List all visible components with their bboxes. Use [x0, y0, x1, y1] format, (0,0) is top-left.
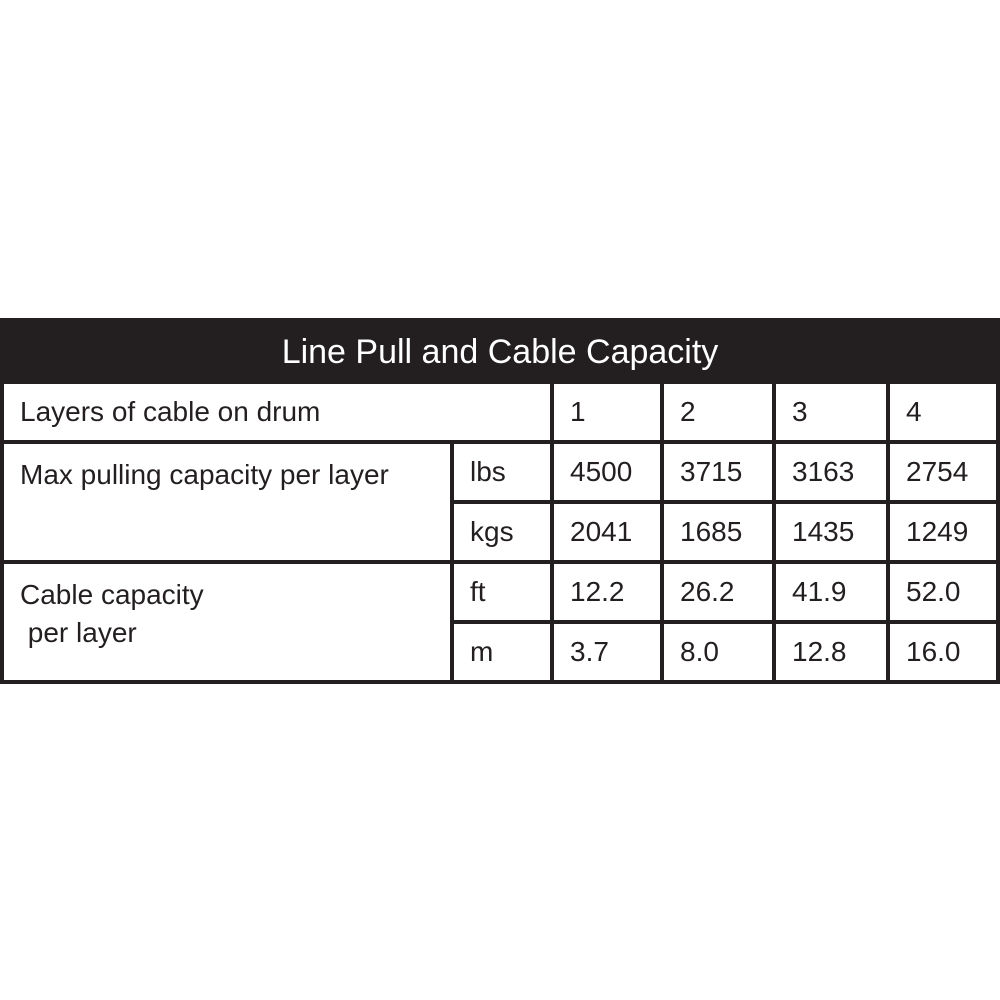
- value-cell: 12.8: [776, 624, 886, 680]
- capacity-table: Line Pull and Cable Capacity Layers of c…: [0, 318, 1000, 684]
- row-label: Cable capacity per layer: [4, 564, 450, 680]
- header-layer: 3: [776, 384, 886, 440]
- value-cell: 2041: [554, 504, 660, 560]
- unit-cell: lbs: [454, 444, 550, 500]
- value-cell: 41.9: [776, 564, 886, 620]
- table-title: Line Pull and Cable Capacity: [281, 333, 719, 371]
- unit-cell: ft: [454, 564, 550, 620]
- value-cell: 3.7: [554, 624, 660, 680]
- header-layer: 2: [664, 384, 772, 440]
- value-cell: 52.0: [890, 564, 996, 620]
- value-cell: 2754: [890, 444, 996, 500]
- value-cell: 3715: [664, 444, 772, 500]
- value-cell: 1435: [776, 504, 886, 560]
- value-cell: 1685: [664, 504, 772, 560]
- header-layer: 4: [890, 384, 996, 440]
- row-label: Max pulling capacity per layer: [4, 444, 450, 560]
- value-cell: 8.0: [664, 624, 772, 680]
- value-cell: 1249: [890, 504, 996, 560]
- header-layer: 1: [554, 384, 660, 440]
- value-cell: 4500: [554, 444, 660, 500]
- value-cell: 26.2: [664, 564, 772, 620]
- value-cell: 12.2: [554, 564, 660, 620]
- value-cell: 16.0: [890, 624, 996, 680]
- value-cell: 3163: [776, 444, 886, 500]
- unit-cell: kgs: [454, 504, 550, 560]
- unit-cell: m: [454, 624, 550, 680]
- header-label: Layers of cable on drum: [4, 384, 550, 440]
